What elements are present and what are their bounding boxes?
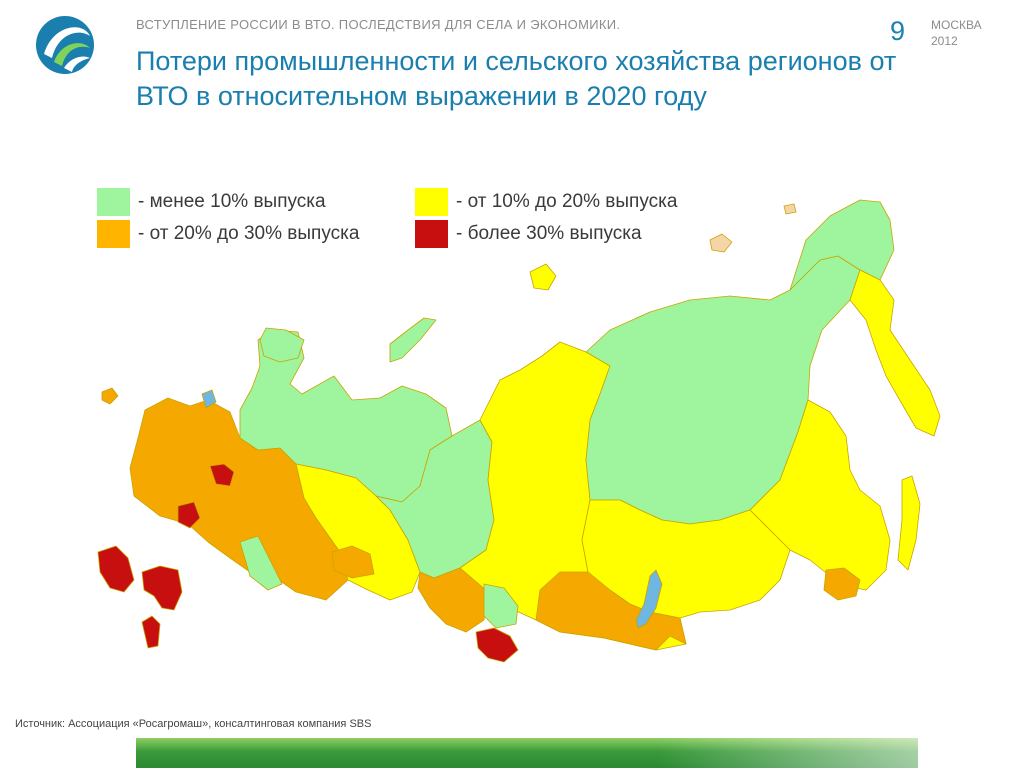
map-region-sakhalin-yellow [897,475,921,571]
map-region-tomsk-green [483,583,519,629]
map-region-orenburg-orange [331,545,375,579]
map-region-novaya-zemlya-green [389,317,437,363]
legend-swatch-yellow [415,188,448,216]
map-region-irkutsk-yellow [581,499,791,619]
map-region-altai-orange [417,567,489,633]
legend-label: - более 30% выпуска [456,223,642,244]
map-region-volgograd-green [239,535,283,591]
map-region-tuva-red [475,627,519,663]
slide-title: Потери промышленности и сельского хозяйс… [136,46,897,111]
footer-decorative-bar [136,738,918,768]
page-number: 9 [890,16,906,46]
map-region-kaliningrad [101,387,119,405]
legend-item-10-20: - от 10% до 20% выпуска [415,188,677,216]
legend-item-more-30: - более 30% выпуска [415,220,642,248]
map-region-krasnodar-red [97,545,135,593]
city-label: МОСКВА [931,18,982,32]
legend-label: - от 10% до 20% выпуска [456,191,678,212]
map-region-wrangel-island [783,203,797,215]
map-region-kamchatka-yellow [849,269,941,437]
legend-swatch-red [415,220,448,248]
map-lake-baikal [635,569,663,629]
year-label: 2012 [931,34,958,48]
map-lake-ladoga [201,389,217,409]
company-logo-icon [36,16,94,74]
legend-swatch-green [97,188,130,216]
legend-item-less-10: - менее 10% выпуска [97,188,326,216]
map-region-dagestan-red [141,615,161,649]
map-region-murmansk-green [259,327,305,363]
map-region-new-siberian-islands [709,233,733,253]
presentation-caption: ВСТУПЛЕНИЕ РОССИИ В ВТО. ПОСЛЕДСТВИЯ ДЛЯ… [136,17,621,32]
legend-label: - от 20% до 30% выпуска [138,223,360,244]
source-note: Источник: Ассоциация «Росагромаш», конса… [15,718,372,730]
legend-swatch-orange [97,220,130,248]
map-region-severnaya-zemlya [529,263,557,291]
city-year: МОСКВА 2012 [931,17,982,49]
map-region-volga-yellow [295,463,421,601]
map-region-amur-orange [823,567,861,601]
map-region-central-red-1 [209,463,235,487]
legend-item-20-30: - от 20% до 30% выпуска [97,220,359,248]
map-region-central-red-2 [177,501,201,529]
map-region-chukotka-green [789,199,895,291]
legend-label: - менее 10% выпуска [138,191,326,212]
russia-regions-map [97,199,941,663]
map-region-stavropol-red [141,565,183,611]
